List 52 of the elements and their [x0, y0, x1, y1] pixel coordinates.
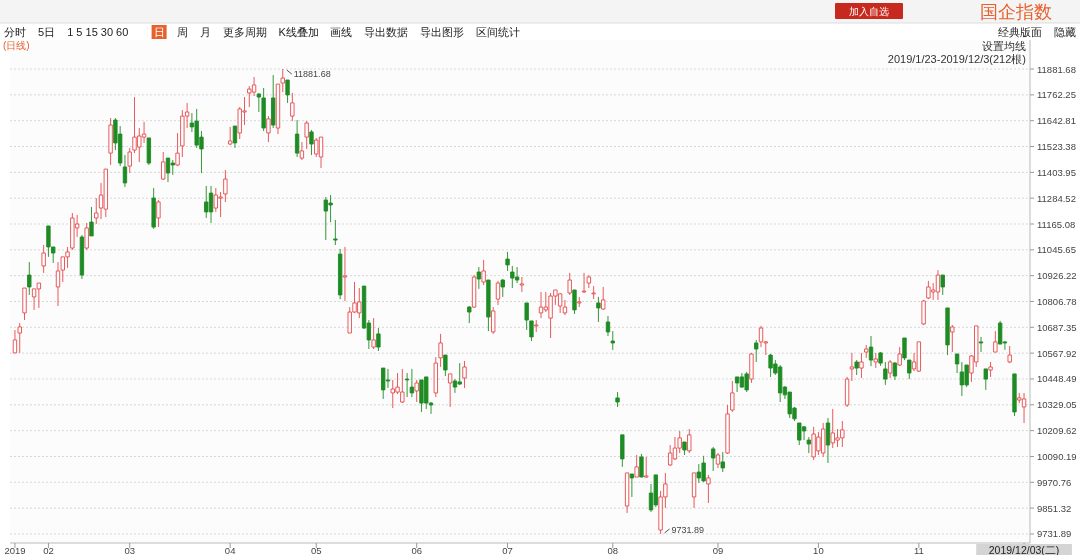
text: 区间统计: [475, 26, 520, 38]
text: 隐藏: [1054, 26, 1076, 38]
text: 周: [176, 26, 188, 38]
y-tick-label: 9970.76: [1037, 476, 1072, 488]
x-tick-label: 2019: [4, 544, 26, 555]
y-tick-label: 11523.38: [1037, 141, 1076, 153]
y-tick-label: 10090.19: [1037, 450, 1077, 462]
y-tick-label: 11762.25: [1037, 89, 1076, 101]
y-tick-label: 11165.08: [1037, 218, 1076, 230]
text: 日: [153, 26, 165, 38]
x-tick-label: 05: [310, 544, 322, 555]
y-tick-label: 11642.81: [1037, 115, 1076, 127]
x-tick-label: 03: [124, 544, 136, 555]
y-tick-label: 9851.32: [1037, 502, 1072, 514]
x-tick-label: 04: [224, 544, 236, 555]
x-tick-label: 09: [712, 544, 724, 555]
annotation: 11881.68: [293, 69, 331, 80]
annotation: 设置均线: [982, 40, 1026, 52]
x-tick-label: 07: [502, 544, 513, 555]
y-tick-label: 11403.95: [1037, 166, 1076, 178]
text: 导出数据: [363, 26, 408, 38]
text: 5日: [38, 26, 56, 38]
text: K线叠加: [278, 26, 319, 38]
y-tick-label: 10567.92: [1037, 347, 1077, 359]
x-tick-label: 02: [43, 544, 54, 555]
text: 画线: [329, 26, 352, 38]
x-tick-label: 10: [813, 544, 824, 555]
y-tick-label: 11045.65: [1037, 244, 1076, 256]
y-tick-label: 10209.62: [1037, 425, 1077, 437]
x-tick-label: 06: [411, 544, 422, 555]
y-tick-label: 11881.68: [1037, 63, 1076, 75]
annotation: 9731.89: [671, 524, 705, 535]
chart-subtitle: (日线): [3, 40, 30, 51]
y-tick-label: 10687.35: [1037, 321, 1077, 333]
text: 1 5 15 30 60: [67, 26, 129, 38]
text: 分时: [4, 26, 26, 38]
text: 加入自选: [849, 6, 889, 17]
text: 更多周期: [222, 26, 267, 38]
y-tick-label: 10806.78: [1037, 296, 1077, 307]
text: 经典版面: [998, 26, 1042, 38]
x-tick-label: 2019/12/03(二): [988, 543, 1060, 555]
y-tick-label: 10329.05: [1037, 399, 1077, 411]
y-tick-label: 10926.22: [1037, 270, 1077, 282]
y-tick-label: 9731.89: [1037, 528, 1072, 540]
annotation: 2019/1/23-2019/12/3(212根): [887, 53, 1026, 65]
y-tick-label: 10448.49: [1037, 373, 1077, 385]
text: 导出图形: [419, 26, 464, 38]
x-tick-label: 11: [913, 544, 924, 555]
x-tick-label: 08: [607, 544, 619, 555]
chart-title: 国企指数: [980, 2, 1052, 22]
y-tick-label: 11284.52: [1037, 192, 1076, 204]
text: 月: [199, 26, 211, 38]
